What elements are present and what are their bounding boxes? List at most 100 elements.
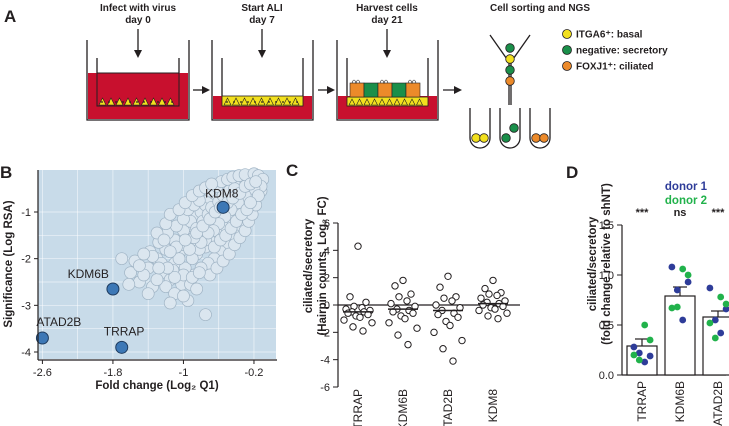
cell-triangle: [149, 97, 158, 106]
plot-b-axes: -2.6 -1.8 -1 -0.2 -1 -2 -3 -4: [21, 170, 277, 379]
collection-tubes: [469, 108, 551, 149]
cell-triangle: [240, 97, 249, 106]
y-tick-label: 2: [324, 273, 330, 285]
cell-triangle: [408, 98, 416, 106]
step-4-label: Cell sorting and NGS: [490, 3, 590, 14]
donor-point: [706, 319, 714, 327]
cell-dot: [296, 101, 298, 103]
data-point: [475, 306, 483, 315]
category-label-atad2b: ATAD2B: [711, 381, 725, 426]
y-tick-label: 6: [324, 218, 330, 230]
data-point: [444, 272, 452, 280]
cell-dot: [101, 101, 103, 103]
cell-dot: [233, 101, 235, 103]
panel-c: C 6 4 2 0 -2 -4 -6 TRRAP KDM6B ATAD2B KDM8 ciliate…: [286, 161, 520, 426]
data-point: [159, 280, 173, 294]
data-point: [340, 316, 348, 324]
cell-triangle: [378, 98, 386, 106]
data-point: [448, 297, 456, 305]
y-tick-label: -2: [320, 327, 330, 339]
well-day7: [211, 40, 314, 121]
cell-triangle: [371, 98, 378, 106]
cell-dot: [254, 101, 256, 103]
data-point: [192, 266, 206, 280]
cell-dot: [247, 101, 249, 103]
plot-c-y-axis-title-line2: (Hairpin counts, Log₂ FC): [317, 196, 329, 335]
cell-triangle: [283, 97, 291, 106]
data-point: [399, 276, 407, 285]
data-point: [163, 245, 177, 259]
highlight-point-kdm8: [216, 200, 230, 214]
plot-c: 6 4 2 0 -2 -4 -6 TRRAP KDM6B ATAD2B KDM8: [320, 218, 520, 426]
panel-a: A Infect with virus day 0 Start ALI day …: [4, 3, 668, 149]
donor-point: [722, 305, 729, 313]
step-3-label-line2: day 21: [371, 15, 403, 26]
tube-cell: [479, 133, 489, 143]
cell-dot: [240, 101, 242, 103]
cell-dot: [108, 101, 110, 103]
cell-dot: [171, 101, 173, 103]
cell-triangle: [393, 98, 401, 106]
data-point: [503, 309, 511, 317]
data-point: [168, 270, 181, 284]
plot-d-y-axis-title-line1: ciliated/secretory: [587, 216, 599, 311]
cell-dot: [164, 101, 166, 103]
data-point: [409, 309, 417, 317]
cell-triangle: [348, 98, 356, 106]
data-point: [354, 242, 362, 250]
category-label-kdm6b: KDM6B: [396, 389, 410, 426]
data-point: [199, 308, 212, 322]
data-point: [491, 305, 499, 313]
plot-b-y-axis-title: Significance (Log RSA): [3, 200, 15, 327]
data-point: [403, 297, 411, 305]
y-tick-label: -6: [320, 382, 330, 394]
y-tick-label: -4: [21, 347, 31, 359]
data-point: [404, 340, 412, 349]
category-label-kdm8: KDM8: [486, 389, 500, 423]
highlight-point-kdm6b: [106, 282, 120, 296]
data-point: [494, 314, 502, 323]
cell-dot: [289, 101, 291, 103]
data-point: [430, 328, 438, 337]
legend-label-1: donor 2: [665, 195, 707, 207]
cell-triangle: [416, 98, 423, 106]
tube-cell: [531, 133, 541, 143]
data-point: [346, 293, 354, 301]
data-point: [190, 282, 204, 296]
donor-point: [711, 316, 719, 324]
significance-label: ***: [712, 207, 726, 219]
data-point: [122, 277, 136, 291]
donor-point: [673, 303, 681, 311]
data-point: [150, 273, 164, 287]
cell-triangle: [386, 98, 393, 106]
cell-layer: [348, 98, 423, 106]
x-tick-label: -1: [179, 367, 189, 379]
data-point: [432, 301, 440, 309]
cell-dot: [226, 101, 228, 103]
cell-triangle: [266, 97, 274, 106]
data-point: [349, 323, 357, 331]
cell-dot: [282, 101, 284, 103]
donor-point: [717, 293, 725, 301]
legend-label-0: donor 1: [665, 181, 708, 193]
y-tick-label: 1.0: [599, 270, 614, 282]
highlight-point-atad2b: [35, 331, 49, 345]
legend-label-0: ITGA6⁺: basal: [576, 30, 643, 41]
cell-dot: [261, 101, 263, 103]
data-point: [249, 175, 263, 189]
donor-point: [706, 284, 714, 292]
gene-label-atad2b: ATAD2B: [36, 315, 81, 329]
data-point: [359, 327, 367, 335]
tube-cell: [509, 123, 519, 133]
tube-cell: [539, 133, 549, 143]
data-point: [362, 298, 370, 306]
significance-label: ***: [636, 207, 650, 219]
cell-dot: [275, 101, 277, 103]
data-point: [141, 287, 155, 301]
legend-label-1: negative: secretory: [576, 46, 668, 57]
data-point: [177, 289, 190, 303]
step-2-label-line1: Start ALI: [241, 3, 283, 14]
data-point: [356, 313, 364, 321]
panel-b-letter: B: [0, 163, 12, 182]
